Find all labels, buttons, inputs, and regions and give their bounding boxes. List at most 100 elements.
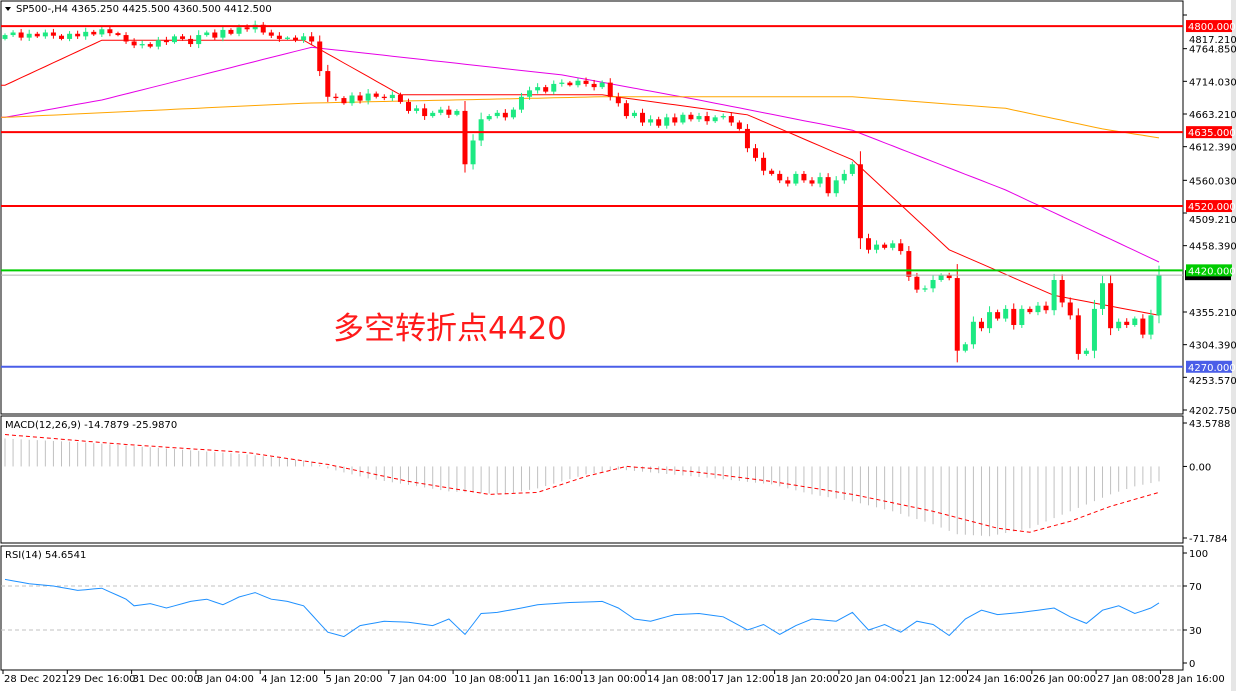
candle-body xyxy=(656,119,662,126)
rsi-tick-label: 70 xyxy=(1189,582,1202,593)
candle-body xyxy=(607,82,613,97)
candle xyxy=(123,32,129,44)
candle-body xyxy=(712,117,718,122)
rsi-tick-label: 100 xyxy=(1189,549,1208,560)
candle xyxy=(817,172,823,188)
candle xyxy=(1148,309,1154,340)
candle-body xyxy=(486,116,492,120)
candle-body xyxy=(67,33,73,39)
candle-body xyxy=(212,32,218,38)
candle-body xyxy=(50,32,56,36)
candle xyxy=(357,92,363,104)
moving-average-line xyxy=(1,96,1160,139)
candle xyxy=(373,91,379,99)
candle-body xyxy=(123,35,129,42)
candle xyxy=(535,83,541,94)
candle xyxy=(381,94,387,101)
candle-body xyxy=(349,95,355,104)
candle xyxy=(341,96,347,105)
candle-body xyxy=(841,173,847,181)
candle-body xyxy=(1011,308,1017,325)
candle xyxy=(2,33,8,41)
candle xyxy=(494,110,500,119)
candle xyxy=(510,107,516,120)
candle xyxy=(422,103,428,120)
price-tick-label: 4663.210 xyxy=(1189,110,1236,121)
candle-body xyxy=(171,36,177,43)
candle xyxy=(1043,301,1049,314)
candle-body xyxy=(736,122,742,129)
candle xyxy=(284,36,290,41)
candle-body xyxy=(244,27,250,30)
price-tick-label: 4202.750 xyxy=(1189,406,1236,417)
candle xyxy=(67,31,73,42)
candle xyxy=(1003,305,1009,322)
candle xyxy=(785,176,791,187)
candle xyxy=(365,89,371,105)
candle-body xyxy=(454,110,460,115)
candle xyxy=(728,112,734,126)
candle-body xyxy=(34,33,40,37)
candle xyxy=(115,31,121,37)
candle xyxy=(438,106,444,116)
candle-body xyxy=(58,35,64,39)
time-tick-label: 13 Jan 00:00 xyxy=(583,674,646,685)
time-tick-label: 31 Dec 00:00 xyxy=(133,674,200,685)
candle xyxy=(954,264,960,363)
candle xyxy=(58,34,64,41)
candle xyxy=(615,92,621,107)
candle-body xyxy=(946,275,952,279)
level-price-label: 4270.000 xyxy=(1188,363,1236,374)
candle-body xyxy=(1019,308,1025,325)
candle xyxy=(1083,348,1089,356)
candle xyxy=(680,112,686,125)
candle xyxy=(599,80,605,89)
candle-body xyxy=(954,278,960,351)
chart-title: SP500-,H4 4365.250 4425.500 4360.500 441… xyxy=(16,4,272,15)
candle-body xyxy=(462,110,468,165)
window-edge xyxy=(1231,0,1236,691)
macd-signal-line xyxy=(4,434,1160,533)
candle-body xyxy=(688,114,694,120)
candle-body xyxy=(284,37,290,39)
candle-body xyxy=(1027,308,1033,313)
candle-body xyxy=(2,35,8,39)
candle xyxy=(753,144,759,162)
time-tick-label: 28 Jan 16:00 xyxy=(1161,674,1224,685)
candle xyxy=(761,152,767,176)
price-tick-label: 4612.390 xyxy=(1189,143,1236,154)
candle xyxy=(1116,318,1122,331)
candle xyxy=(50,28,56,39)
candle xyxy=(656,116,662,128)
candle-body xyxy=(1148,315,1154,335)
price-tick-label: 4304.390 xyxy=(1189,341,1236,352)
candle-body xyxy=(1075,315,1081,354)
candle xyxy=(139,40,145,49)
candle xyxy=(1027,306,1033,315)
candle-body xyxy=(720,116,726,118)
candle-body xyxy=(785,180,791,184)
candle xyxy=(865,233,871,254)
candle xyxy=(1075,308,1081,360)
candle-body xyxy=(1067,302,1073,316)
candle xyxy=(1124,318,1130,328)
candle-body xyxy=(769,170,775,174)
time-tick-label: 20 Jan 04:00 xyxy=(840,674,903,685)
price-tick-label: 4817.210 xyxy=(1189,35,1236,46)
candle-body xyxy=(155,40,161,47)
candle-body xyxy=(276,35,282,39)
candle-body xyxy=(333,96,339,99)
candle-body xyxy=(397,94,403,102)
macd-tick-label: -71.784 xyxy=(1189,534,1228,545)
candle-body xyxy=(381,96,387,99)
candle xyxy=(204,30,210,37)
time-tick-label: 27 Jan 08:00 xyxy=(1097,674,1160,685)
candle xyxy=(260,22,266,35)
candle xyxy=(696,112,702,122)
candle xyxy=(793,171,799,186)
candle xyxy=(268,29,274,39)
level-price-label: 4800.000 xyxy=(1188,22,1236,33)
rsi-tick-label: 0 xyxy=(1189,659,1195,670)
price-tick-label: 4560.030 xyxy=(1189,176,1236,187)
